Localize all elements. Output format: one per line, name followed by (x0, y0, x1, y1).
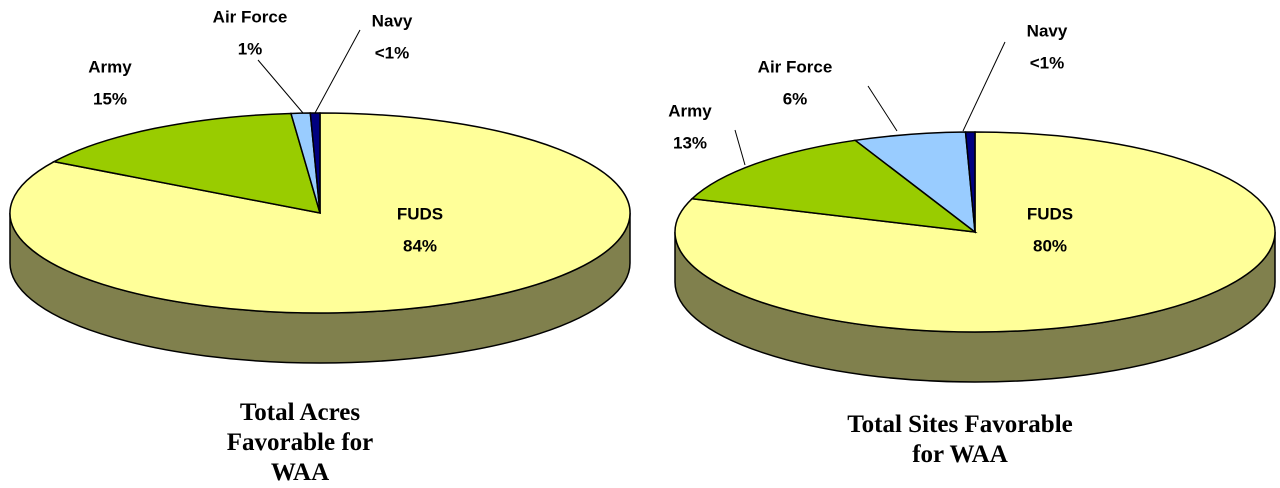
leader-line (734, 129, 746, 166)
slice-label: Navy (1027, 21, 1068, 40)
slice-label: Air Force (758, 57, 833, 76)
slice-label: FUDS (1027, 204, 1073, 223)
slice-value-label: <1% (1030, 53, 1065, 72)
slice-value-label: 1% (238, 39, 263, 58)
page: FUDS 84% Army 15% Air Force 1% Navy <1% FUDS 80% A… (9, 7, 1276, 486)
pie-slice (690, 139, 978, 234)
slice-value-label: <1% (375, 43, 410, 62)
leader-line (962, 41, 1006, 132)
slice-value-label: 84% (403, 236, 437, 255)
slice-label: Air Force (213, 7, 288, 26)
pie-slice (964, 131, 976, 233)
chart-title: Total Sites Favorable for WAA (847, 411, 1073, 468)
slice-label: Army (88, 57, 132, 76)
leader-line (314, 29, 361, 114)
slice-label: FUDS (397, 204, 443, 223)
slice-label: Navy (372, 11, 413, 30)
chart-title: Total Acres Favorable for WAA (226, 399, 374, 486)
slice-value-label: 15% (93, 89, 127, 108)
charts: FUDS 84% Army 15% Air Force 1% Navy <1% FUDS 80% A… (9, 7, 1276, 383)
slice-value-label: 6% (783, 89, 808, 108)
leader-line (867, 85, 898, 132)
pie-slice (51, 112, 322, 214)
slice-value-label: 13% (673, 133, 707, 152)
pie-slice (674, 131, 1276, 333)
leader-line (257, 59, 304, 114)
slice-label: Army (668, 101, 712, 120)
slice-value-label: 80% (1033, 236, 1067, 255)
